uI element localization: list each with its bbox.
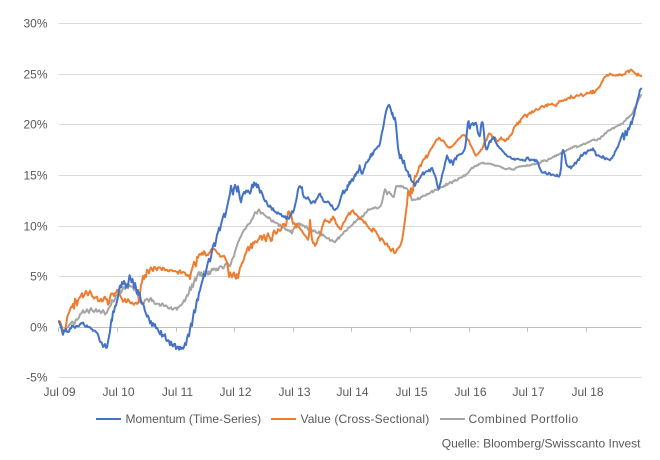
svg-text:Jul 16: Jul 16 (454, 385, 486, 399)
svg-text:Jul 18: Jul 18 (571, 385, 603, 399)
svg-text:5%: 5% (30, 270, 48, 284)
svg-text:Value (Cross-Sectional): Value (Cross-Sectional) (301, 412, 430, 426)
svg-text:30%: 30% (23, 17, 47, 31)
svg-text:-5%: -5% (26, 371, 48, 385)
svg-text:0%: 0% (30, 321, 48, 335)
svg-text:Jul 17: Jul 17 (512, 385, 544, 399)
svg-text:10%: 10% (23, 220, 47, 234)
svg-text:Jul 15: Jul 15 (395, 385, 427, 399)
svg-text:Jul 11: Jul 11 (162, 385, 193, 399)
svg-text:Jul 13: Jul 13 (278, 385, 310, 399)
svg-text:Momentum (Time-Series): Momentum (Time-Series) (126, 412, 262, 426)
svg-text:Jul 09: Jul 09 (43, 385, 75, 399)
svg-text:15%: 15% (23, 169, 47, 183)
svg-text:25%: 25% (23, 68, 47, 82)
svg-text:Quelle: Bloomberg/Swisscanto I: Quelle: Bloomberg/Swisscanto Invest (442, 436, 641, 450)
svg-text:20%: 20% (23, 118, 47, 132)
svg-text:Jul 10: Jul 10 (102, 385, 134, 399)
svg-text:Jul 12: Jul 12 (219, 385, 251, 399)
svg-text:Jul 14: Jul 14 (336, 385, 368, 399)
svg-text:Combined Portfolio: Combined Portfolio (469, 412, 579, 426)
